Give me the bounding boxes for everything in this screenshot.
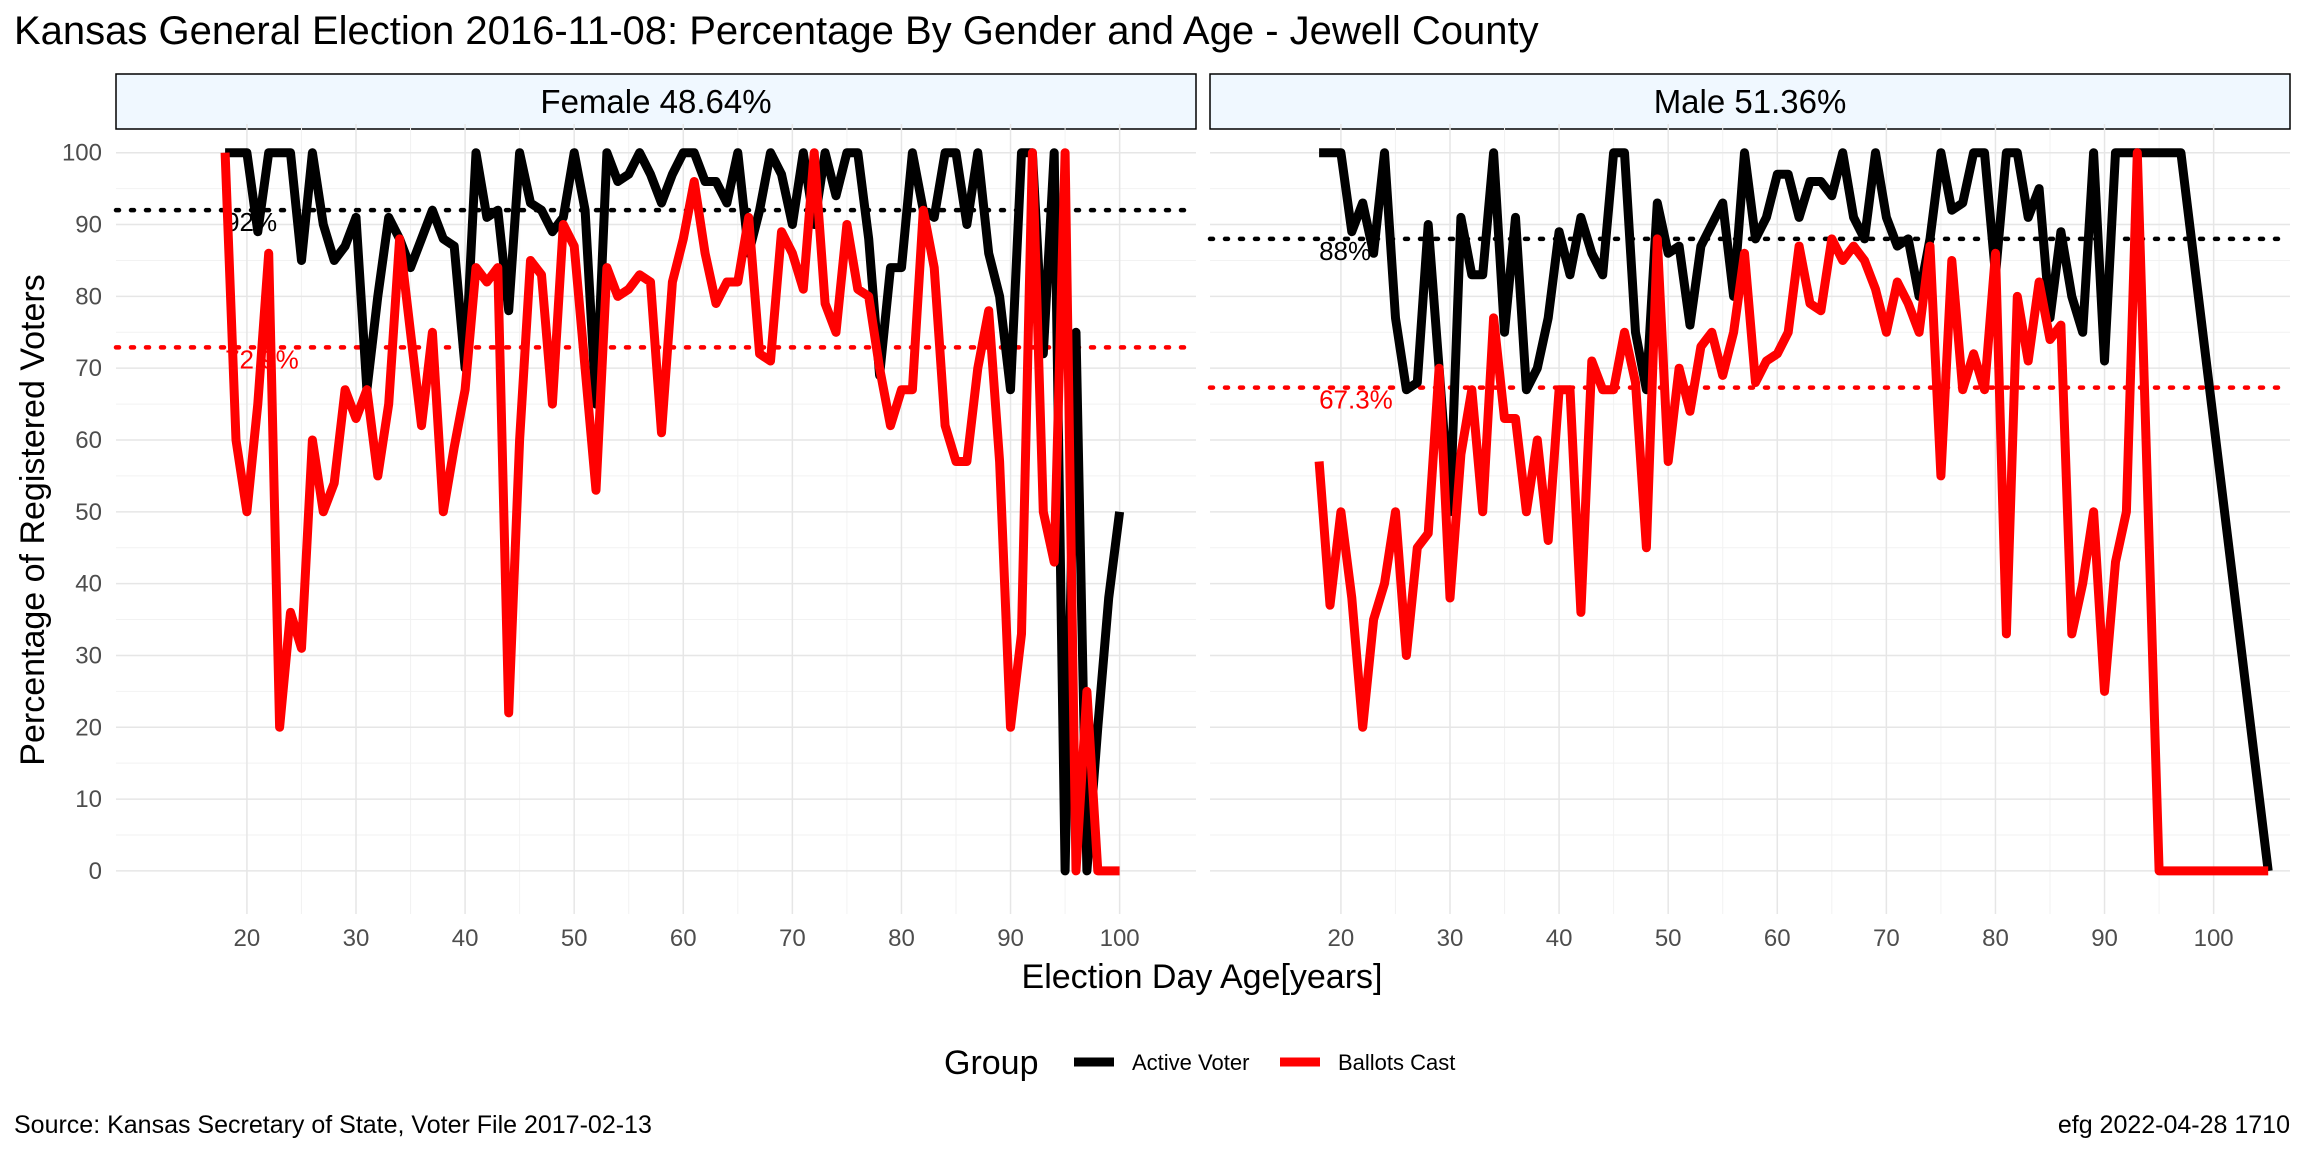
y-tick-label: 30 [75, 642, 102, 669]
y-tick-label: 80 [75, 283, 102, 310]
y-tick-label: 100 [62, 140, 102, 167]
y-tick-label: 0 [89, 858, 102, 885]
panel-strip [1209, 73, 2291, 130]
x-tick-label: 70 [779, 925, 806, 952]
y-axis-label: Percentage of Registered Voters [14, 274, 52, 765]
x-tick-label: 20 [234, 925, 261, 952]
panel-female: Female 48.64% 0 10 20 30 40 50 60 70 80 90 100 20 30 4… [62, 73, 1199, 952]
x-tick-label: 40 [1546, 925, 1573, 952]
chart-title: Kansas General Election 2016-11-08: Perc… [14, 9, 1539, 53]
x-tick-label: 100 [1100, 925, 1140, 952]
panel-strip-label: Male 51.36% [1654, 83, 1847, 120]
x-axis-label: Election Day Age[years] [1022, 958, 1383, 996]
reference-label: 67.3% [1319, 385, 1393, 415]
y-tick-label: 20 [75, 714, 102, 741]
x-tick-label: 40 [452, 925, 479, 952]
x-tick-label: 100 [2194, 925, 2234, 952]
legend-label-ballots-cast: Ballots Cast [1338, 1050, 1455, 1075]
x-tick-label: 60 [670, 925, 697, 952]
series-line [1319, 148, 2273, 872]
series-line [220, 148, 1120, 876]
legend-label-active-voter: Active Voter [1132, 1050, 1249, 1075]
legend: Group Active Voter Ballots Cast [944, 1044, 1455, 1082]
y-tick-label: 60 [75, 427, 102, 454]
panel-strip-label: Female 48.64% [540, 83, 771, 120]
reference-label: 88% [1319, 236, 1371, 266]
x-tick-label: 30 [1437, 925, 1464, 952]
y-tick-label: 40 [75, 571, 102, 598]
panel-male: Male 51.36% 20 30 40 50 60 70 80 90 100 88% 67.3% [1207, 73, 2293, 952]
x-tick-label: 80 [1982, 925, 2009, 952]
credit-caption: efg 2022-04-28 1710 [2058, 1111, 2290, 1139]
source-caption: Source: Kansas Secretary of State, Voter… [14, 1111, 652, 1139]
x-tick-label: 80 [888, 925, 915, 952]
y-tick-label: 50 [75, 499, 102, 526]
y-tick-label: 70 [75, 355, 102, 382]
y-tick-label: 90 [75, 212, 102, 239]
y-tick-label: 10 [75, 786, 102, 813]
panel-strip [115, 73, 1197, 130]
x-tick-label: 50 [561, 925, 588, 952]
x-tick-label: 90 [2091, 925, 2118, 952]
series-line [1314, 148, 2269, 876]
x-tick-label: 70 [1873, 925, 1900, 952]
x-tick-label: 30 [343, 925, 370, 952]
legend-title: Group [944, 1044, 1039, 1082]
x-tick-label: 50 [1655, 925, 1682, 952]
x-tick-label: 20 [1328, 925, 1355, 952]
x-tick-label: 90 [997, 925, 1024, 952]
series-line [225, 148, 1125, 876]
x-tick-label: 60 [1764, 925, 1791, 952]
